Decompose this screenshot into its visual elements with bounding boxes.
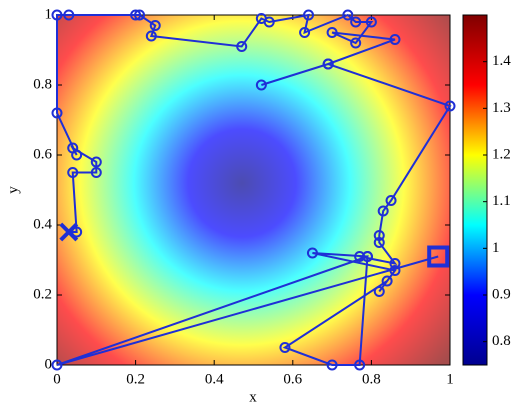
colorbar-tick-label: 1 bbox=[492, 240, 500, 256]
colorbar-tick-label: 1.3 bbox=[492, 100, 511, 116]
point bbox=[389, 265, 401, 276]
start-marker bbox=[59, 222, 79, 242]
point bbox=[350, 16, 362, 28]
point bbox=[236, 41, 248, 52]
point bbox=[377, 205, 389, 217]
point bbox=[306, 247, 318, 259]
colorbar-tick-label: 1.2 bbox=[492, 146, 511, 162]
y-tick-label: 0 bbox=[45, 356, 53, 372]
point bbox=[354, 359, 366, 371]
point bbox=[373, 286, 385, 297]
x-axis-label: x bbox=[249, 389, 257, 405]
x-tick-label: 1 bbox=[446, 371, 454, 387]
y-tick-label: 0.4 bbox=[33, 216, 52, 232]
start-marker bbox=[59, 222, 79, 242]
point bbox=[71, 149, 83, 161]
point bbox=[361, 251, 373, 262]
y-tick-label: 0.8 bbox=[33, 76, 52, 92]
point bbox=[342, 9, 354, 21]
y-tick-label: 0.2 bbox=[33, 286, 52, 302]
colorbar-tick-label: 1.4 bbox=[492, 53, 511, 69]
y-tick-label: 1 bbox=[45, 6, 53, 22]
point bbox=[51, 359, 63, 371]
x-tick-label: 0.6 bbox=[283, 371, 302, 387]
point bbox=[51, 9, 63, 21]
y-tick-label: 0.6 bbox=[33, 146, 52, 162]
point bbox=[63, 9, 75, 21]
point bbox=[365, 16, 377, 28]
point bbox=[255, 79, 267, 91]
point bbox=[134, 9, 146, 21]
contour-field bbox=[57, 15, 450, 365]
point bbox=[326, 27, 338, 38]
point bbox=[71, 226, 83, 238]
point bbox=[90, 156, 102, 168]
end-marker bbox=[427, 245, 450, 268]
point bbox=[303, 9, 315, 21]
point bbox=[145, 30, 157, 42]
point bbox=[385, 195, 397, 206]
x-tick-label: 0.2 bbox=[126, 371, 145, 387]
point bbox=[354, 251, 366, 262]
colorbar-tick-label: 0.8 bbox=[492, 333, 511, 349]
point bbox=[326, 359, 338, 371]
point bbox=[149, 20, 161, 31]
point bbox=[444, 100, 456, 112]
point bbox=[389, 34, 401, 45]
point bbox=[279, 342, 291, 353]
colorbar bbox=[462, 14, 488, 366]
point bbox=[51, 107, 63, 119]
trajectory bbox=[56, 13, 452, 366]
point bbox=[130, 9, 142, 21]
point bbox=[350, 37, 362, 49]
point bbox=[67, 167, 79, 178]
point bbox=[389, 258, 401, 269]
point bbox=[90, 167, 102, 178]
point bbox=[299, 27, 311, 38]
point bbox=[373, 237, 385, 248]
x-tick-label: 0.8 bbox=[362, 371, 381, 387]
y-axis-label: y bbox=[5, 186, 21, 194]
plot-frame bbox=[56, 14, 451, 366]
x-tick-label: 0 bbox=[53, 371, 61, 387]
colorbar-tick-label: 1.1 bbox=[492, 193, 511, 209]
x-tick-label: 0.4 bbox=[205, 371, 224, 387]
point bbox=[373, 230, 385, 241]
point bbox=[381, 275, 393, 287]
point bbox=[263, 16, 275, 28]
colorbar-tick-label: 0.9 bbox=[492, 286, 511, 302]
point bbox=[322, 58, 334, 70]
